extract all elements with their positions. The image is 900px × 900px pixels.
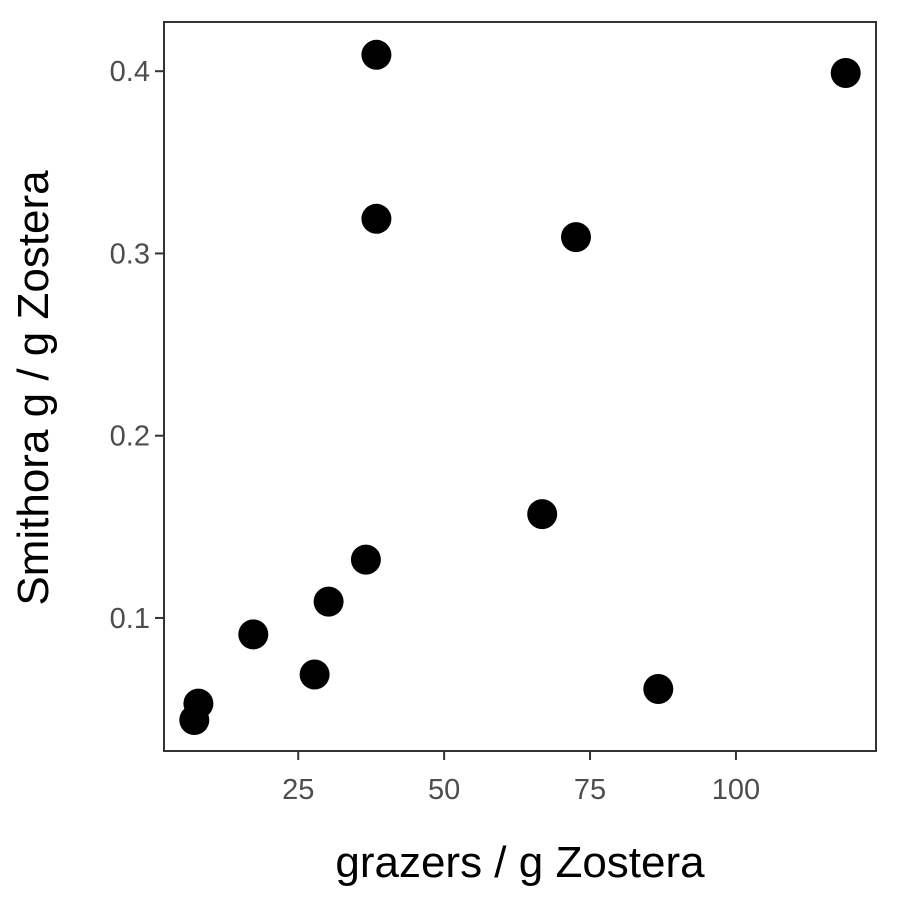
- y-tick-label: 0.4: [110, 56, 150, 88]
- data-point-3: [238, 619, 269, 650]
- y-axis: 0.1 0.2 0.3 0.4: [110, 56, 163, 635]
- data-point-8: [361, 203, 392, 234]
- x-tick-label: 25: [282, 774, 314, 806]
- data-point-12: [830, 58, 861, 88]
- points-layer: [179, 39, 861, 735]
- x-tick-label: 50: [428, 774, 460, 806]
- y-tick-label: 0.1: [110, 603, 150, 635]
- y-tick-label: 0.2: [110, 421, 150, 453]
- data-point-11: [643, 674, 674, 704]
- data-point-6: [350, 544, 381, 575]
- data-point-2: [183, 688, 214, 719]
- data-point-5: [313, 586, 344, 617]
- panel-border: [163, 21, 877, 752]
- data-point-9: [527, 499, 558, 530]
- x-axis: 25 50 75 100: [282, 752, 760, 806]
- x-axis-title: grazers / g Zostera: [335, 838, 705, 887]
- x-tick-label: 75: [574, 774, 606, 806]
- y-axis-title: Smithora g / g Zostera: [9, 170, 58, 606]
- data-point-10: [561, 222, 591, 253]
- x-tick-label: 100: [712, 774, 760, 806]
- data-point-7: [361, 39, 392, 70]
- data-point-4: [299, 659, 330, 690]
- y-tick-label: 0.3: [110, 238, 150, 270]
